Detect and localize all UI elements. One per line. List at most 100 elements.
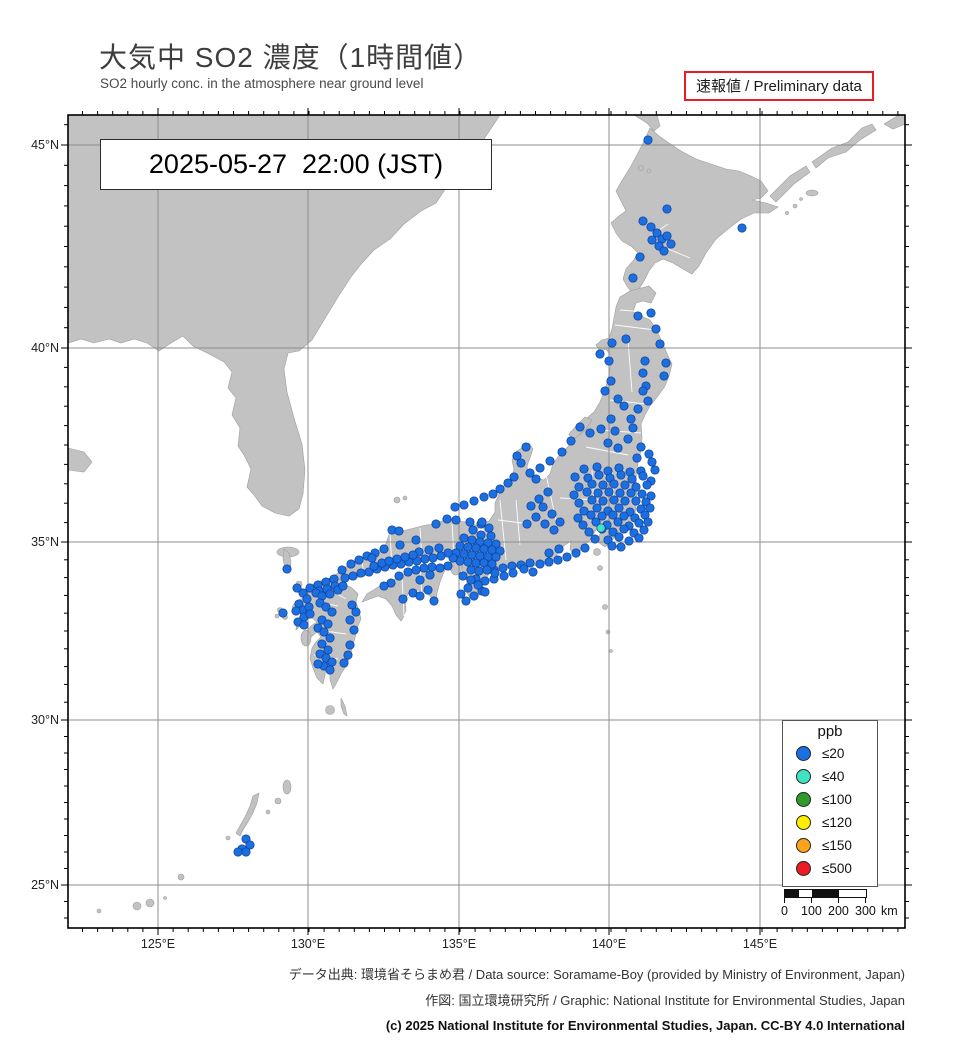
- station-dot-blue: [325, 589, 335, 599]
- station-dot-blue: [637, 489, 647, 499]
- station-dot-blue: [535, 559, 545, 569]
- station-dot-blue: [508, 568, 518, 578]
- island-yakushima: [325, 705, 335, 715]
- station-dot-blue: [553, 555, 563, 565]
- station-dot-blue: [613, 394, 623, 404]
- station-dot-blue: [638, 471, 648, 481]
- station-dot-blue: [621, 334, 631, 344]
- station-dot-blue: [566, 436, 576, 446]
- axis-labels: 125°E 130°E 135°E 140°E 145°E 45°N 40°N 35°N 30°…: [31, 138, 777, 951]
- station-dot-blue: [610, 426, 620, 436]
- station-dot-blue: [299, 620, 309, 630]
- station-dot-blue: [346, 559, 356, 569]
- station-dot-blue: [468, 525, 478, 535]
- island-ishigaki: [145, 898, 155, 908]
- station-dot-blue: [451, 515, 461, 525]
- station-dot-blue: [587, 479, 597, 489]
- station-dot-blue: [631, 496, 641, 506]
- station-dot-blue: [450, 502, 460, 512]
- legend-row-yellow: ≤120: [783, 811, 877, 834]
- island-iturup: [811, 123, 877, 169]
- station-dot-blue: [323, 645, 333, 655]
- preliminary-data-badge: 速報値 / Preliminary data: [684, 71, 874, 101]
- station-dots-layer: [233, 135, 747, 857]
- legend-row-blue: ≤20: [783, 742, 877, 765]
- station-dot-blue: [340, 573, 350, 583]
- map-land-layer: [68, 115, 905, 928]
- station-dot-blue: [613, 517, 623, 527]
- station-dot-blue: [574, 482, 584, 492]
- island-amami: [282, 779, 292, 795]
- station-dot-blue: [321, 602, 331, 612]
- station-dot-blue: [498, 563, 508, 573]
- station-dot-blue: [543, 487, 553, 497]
- station-dot-blue: [482, 565, 492, 575]
- legend-row-green: ≤100: [783, 788, 877, 811]
- station-dot-blue: [590, 534, 600, 544]
- station-dot-blue: [638, 216, 648, 226]
- station-dot-blue: [305, 583, 315, 593]
- station-dot-blue: [339, 658, 349, 668]
- station-dot-blue: [509, 472, 519, 482]
- station-dot-blue: [465, 517, 475, 527]
- station-dot-blue: [480, 576, 490, 586]
- station-dot-blue: [477, 517, 487, 527]
- station-dot-blue: [349, 625, 359, 635]
- station-dot-blue: [544, 548, 554, 558]
- graphic-credit: 作図: 国立環境研究所 / Graphic: National Institut…: [425, 993, 905, 1008]
- station-dot-blue: [554, 544, 564, 554]
- station-dot-blue: [398, 594, 408, 604]
- station-dot-blue: [587, 495, 597, 505]
- station-dot-blue: [278, 608, 288, 618]
- green-dot-icon: [796, 792, 811, 807]
- island-shikotan: [805, 189, 819, 197]
- station-dot-blue: [662, 231, 672, 241]
- station-dot-blue: [395, 540, 405, 550]
- station-dot-blue: [427, 562, 437, 572]
- station-dot-blue: [620, 480, 630, 490]
- station-dot-blue: [425, 570, 435, 580]
- station-dot-blue: [516, 458, 526, 468]
- station-dot-blue: [619, 524, 629, 534]
- lon-label: 130°E: [291, 937, 325, 951]
- island-miyako: [177, 873, 185, 881]
- station-dot-blue: [555, 517, 565, 527]
- station-dot-blue: [442, 514, 452, 524]
- station-dot-blue: [345, 640, 355, 650]
- station-dot-blue: [495, 484, 505, 494]
- station-dot-blue: [626, 414, 636, 424]
- station-dot-blue: [659, 246, 669, 256]
- station-dot-blue: [313, 659, 323, 669]
- station-dot-blue: [659, 371, 669, 381]
- station-dot-blue: [327, 657, 337, 667]
- station-dot-blue: [575, 422, 585, 432]
- station-dot-blue: [592, 462, 602, 472]
- scale-label-300: 300: [855, 904, 876, 918]
- station-dot-blue: [347, 600, 357, 610]
- station-dot-blue: [609, 495, 619, 505]
- station-dot-blue: [586, 510, 596, 520]
- station-dot-blue: [525, 558, 535, 568]
- station-dot-blue: [423, 585, 433, 595]
- station-dot-blue: [549, 525, 559, 535]
- station-dot-blue: [596, 424, 606, 434]
- station-dot-blue: [597, 511, 607, 521]
- station-dot-blue: [545, 456, 555, 466]
- station-dot-blue: [490, 568, 500, 578]
- landmass-sakhalin: [633, 115, 661, 132]
- station-dot-cyan: [596, 523, 606, 533]
- station-dot-blue: [345, 615, 355, 625]
- station-dot-blue: [594, 470, 604, 480]
- island-okinawa: [235, 792, 260, 837]
- station-dot-blue: [512, 451, 522, 461]
- station-dot-blue: [466, 575, 476, 585]
- island-iriomote: [132, 901, 142, 911]
- station-dot-blue: [643, 135, 653, 145]
- station-dot-blue: [463, 583, 473, 593]
- station-dot-blue: [595, 349, 605, 359]
- station-dot-blue: [650, 465, 660, 475]
- station-dot-blue: [531, 512, 541, 522]
- station-dot-blue: [471, 558, 481, 568]
- station-dot-blue: [606, 376, 616, 386]
- station-dot-blue: [628, 423, 638, 433]
